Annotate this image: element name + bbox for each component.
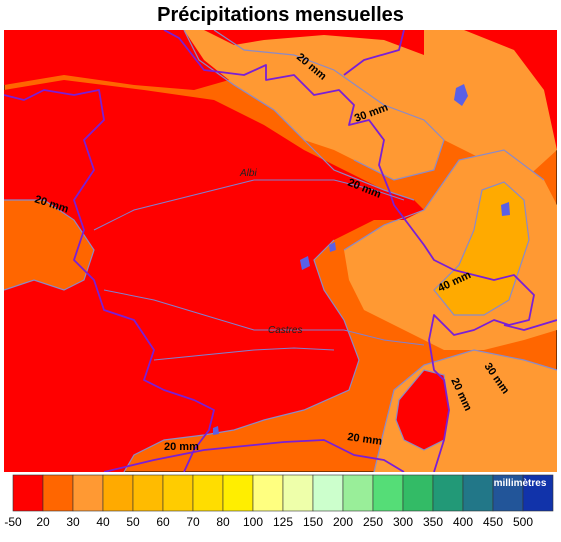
zone-under-20-main — [4, 80, 424, 472]
map-title: Précipitations mensuelles — [157, 4, 404, 26]
legend-tick-label: 50 — [126, 515, 140, 529]
legend-tick-label: 150 — [303, 515, 323, 529]
city-label-castres: Castres — [268, 325, 302, 336]
legend-swatch — [372, 474, 404, 512]
department-border-south — [103, 439, 405, 472]
legend-swatch — [312, 474, 344, 512]
legend-tick-label: 70 — [186, 515, 200, 529]
lake-north-east — [454, 84, 468, 106]
legend-swatch — [462, 474, 494, 512]
river-tarn — [93, 179, 405, 231]
legend-swatches — [12, 474, 554, 512]
legend-tick-label: 400 — [453, 515, 473, 529]
legend-tick-label: 500 — [513, 515, 533, 529]
legend-tick-label: 30 — [66, 515, 80, 529]
lake-center — [300, 256, 310, 270]
zone-under-20-ne — [204, 30, 424, 55]
legend-ticks: -50 20 30 40 50 60 70 80 100 125 150 200 250 300 350 40… — [4, 515, 533, 529]
river-south — [153, 347, 335, 361]
contour-30-east — [343, 149, 545, 251]
precipitation-map: Albi Castres 20 mm 30 mm 20 mm 20 mm 40 … — [4, 30, 557, 472]
city-label-albi: Albi — [239, 168, 257, 179]
legend-swatch — [432, 474, 464, 512]
legend-tick-label: 300 — [393, 515, 413, 529]
contour-40-east — [433, 181, 530, 316]
department-border-far-east — [503, 319, 557, 331]
legend-tick-label: 450 — [483, 515, 503, 529]
lake-center-small — [329, 242, 336, 252]
legend-swatch — [342, 474, 374, 512]
legend-swatch — [12, 474, 44, 512]
contour-20-north — [183, 30, 415, 201]
legend-swatch — [282, 474, 314, 512]
legend-swatch — [72, 474, 104, 512]
legend-tick-label: 60 — [156, 515, 170, 529]
legend-tick-label: 80 — [216, 515, 230, 529]
department-border-ne — [343, 30, 405, 76]
zone-under-20-west-small — [4, 200, 94, 290]
legend-tick-label: 40 — [96, 515, 110, 529]
zone-under-20-north — [4, 30, 229, 90]
river-agout — [103, 289, 425, 346]
zone-under-20-south-east — [396, 370, 449, 450]
legend-tick-label: 125 — [273, 515, 293, 529]
contour-30-north — [213, 30, 445, 181]
zone-under-20-east-corner — [464, 30, 557, 150]
legend-tick-label: 20 — [36, 515, 50, 529]
contour-20-south — [123, 239, 360, 472]
legend-tick-label: -50 — [4, 515, 22, 529]
department-border-east — [428, 274, 535, 472]
precipitation-legend: -50 20 30 40 50 60 70 80 100 125 150 200 250 300 350 40… — [4, 474, 554, 529]
contour-20-west — [4, 199, 95, 291]
legend-swatch — [132, 474, 164, 512]
legend-swatch — [42, 474, 74, 512]
department-border-west — [4, 89, 215, 472]
legend-swatch — [222, 474, 254, 512]
legend-tick-label: 100 — [243, 515, 263, 529]
legend-swatch — [162, 474, 194, 512]
legend-swatch — [522, 474, 554, 512]
lake-east — [501, 202, 510, 216]
legend-tick-label: 200 — [333, 515, 353, 529]
department-border-north — [163, 30, 475, 276]
legend-tick-label: 350 — [423, 515, 443, 529]
zone-30-40-north — [184, 30, 557, 180]
legend-swatch — [492, 474, 524, 512]
legend-swatch — [402, 474, 434, 512]
legend-swatch — [102, 474, 134, 512]
lake-south — [213, 426, 219, 435]
legend-unit-label: millimètres — [494, 478, 547, 489]
contour-30-south — [373, 349, 557, 472]
contour-label-south-center: 20 mm — [347, 431, 383, 448]
legend-tick-label: 250 — [363, 515, 383, 529]
contour-label-south: 20 mm — [164, 441, 199, 453]
legend-swatch — [192, 474, 224, 512]
legend-swatch — [252, 474, 284, 512]
